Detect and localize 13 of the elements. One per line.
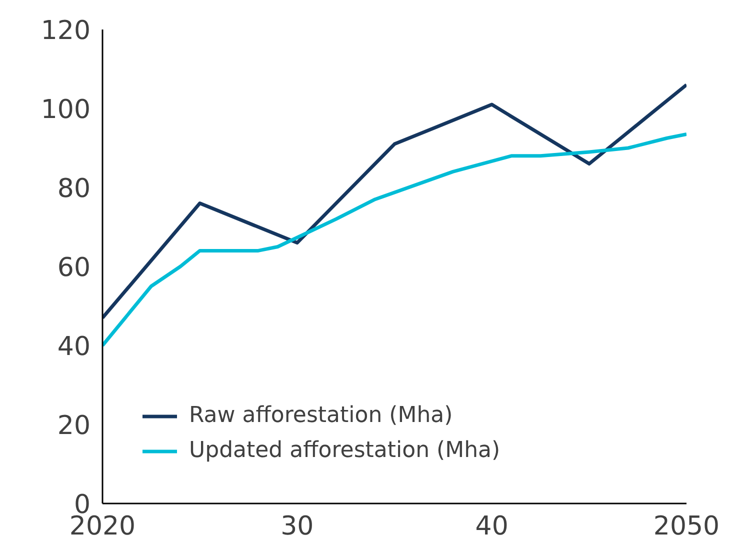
x-tick-label: 30 [280, 512, 314, 542]
y-tick-label: 20 [57, 411, 91, 441]
legend-label: Updated afforestation (Mha) [189, 438, 500, 463]
x-tick-label: 40 [475, 512, 508, 542]
line-series [102, 83, 686, 320]
y-tick-label: 60 [57, 253, 91, 283]
y-tick-label: 120 [40, 16, 91, 46]
y-tick-label: 100 [40, 95, 91, 125]
line-series [102, 132, 686, 348]
x-tick-label: 2050 [653, 512, 720, 542]
y-tick-label: 80 [57, 174, 91, 204]
legend-label: Raw afforestation (Mha) [189, 403, 453, 428]
y-tick-label: 40 [57, 332, 91, 362]
